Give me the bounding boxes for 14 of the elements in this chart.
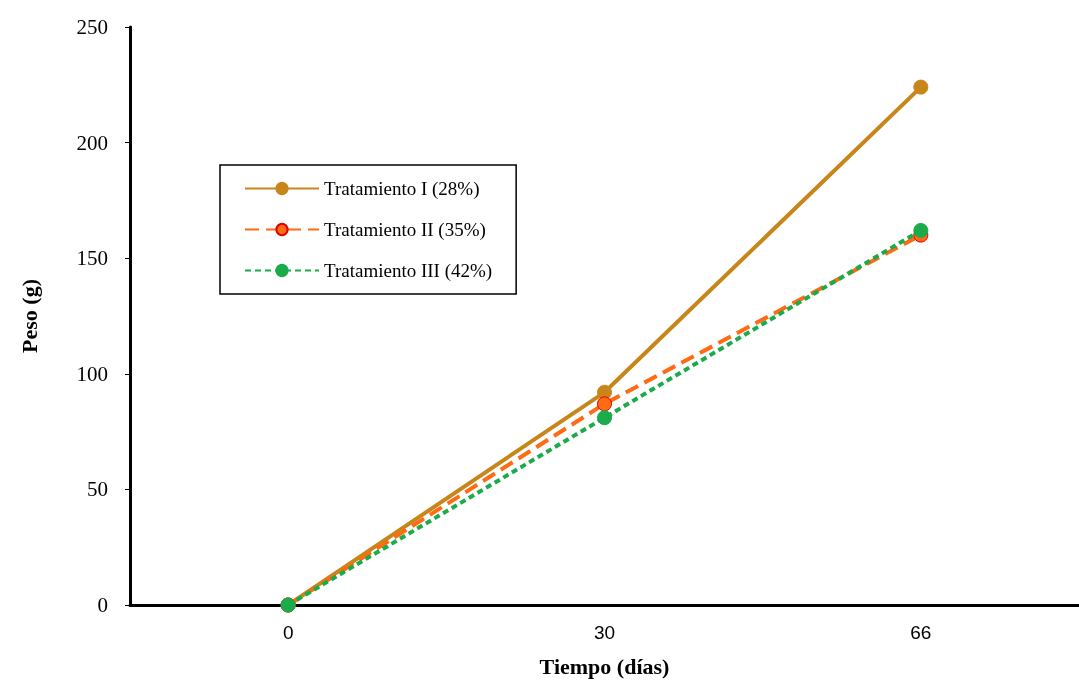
x-tick-label: 66 bbox=[910, 622, 932, 643]
y-axis-title: Peso (g) bbox=[16, 279, 42, 353]
x-tick-label: 30 bbox=[593, 622, 616, 643]
y-tick-label: 50 bbox=[87, 477, 108, 502]
legend-label: Tratamiento II (35%) bbox=[324, 219, 486, 241]
legend-label: Tratamiento III (42%) bbox=[324, 260, 493, 282]
y-tick-label: 200 bbox=[76, 130, 108, 155]
y-tick-label: 150 bbox=[76, 246, 108, 271]
y-tick-label: 0 bbox=[97, 593, 108, 617]
y-tick-label: 250 bbox=[76, 15, 108, 39]
legend-label: Tratamiento I (28%) bbox=[324, 178, 480, 200]
x-axis-title: Tiempo (días) bbox=[539, 653, 670, 679]
x-tick-label: 0 bbox=[282, 622, 294, 643]
y-tick-label: 100 bbox=[76, 361, 108, 386]
